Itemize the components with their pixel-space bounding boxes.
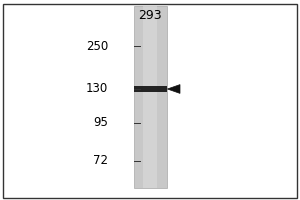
Bar [134, 6, 166, 188]
Text: 130: 130 [86, 82, 108, 95]
Text: 250: 250 [86, 40, 108, 52]
Bar [142, 6, 158, 188]
Polygon shape [167, 85, 180, 93]
Text: 293: 293 [138, 9, 162, 22]
Text: 95: 95 [93, 116, 108, 130]
Text: 72: 72 [93, 154, 108, 168]
Bar [134, 86, 166, 92]
